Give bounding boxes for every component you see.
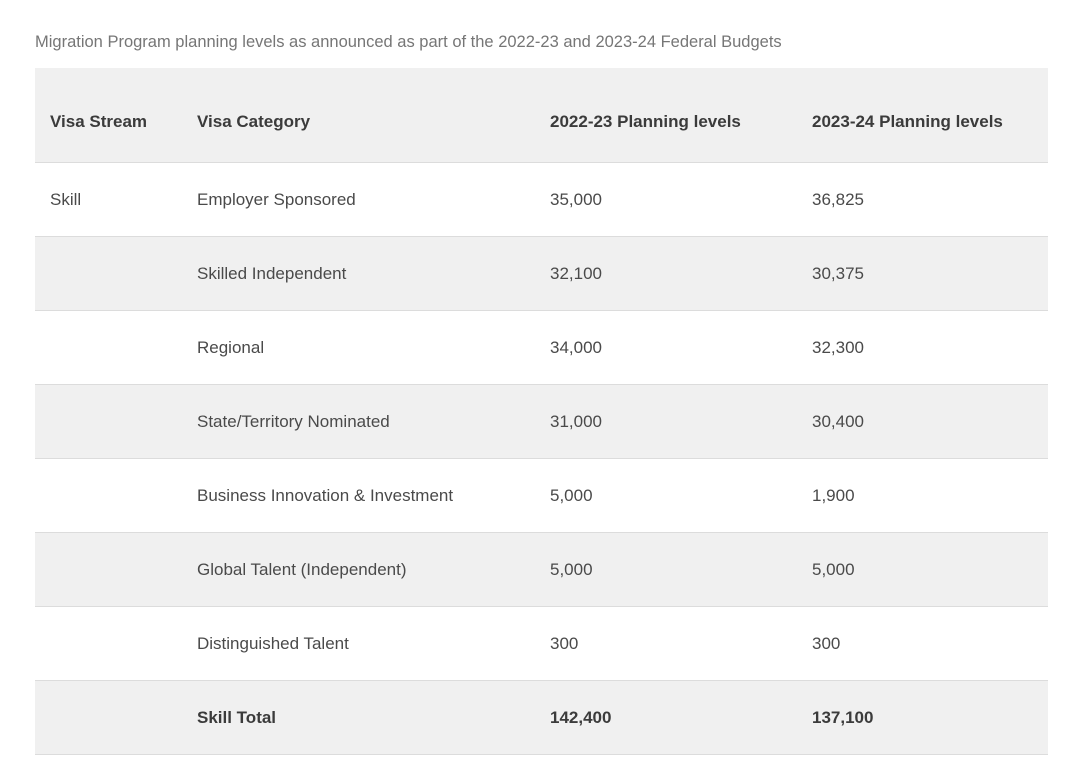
- header-visa-category: Visa Category: [182, 68, 535, 163]
- cell-visa-category: Business Innovation & Investment: [182, 458, 535, 533]
- cell-2022-23-value: 35,000: [535, 162, 797, 237]
- table-row: Skill Employer Sponsored 35,000 36,825: [35, 162, 1048, 237]
- cell-visa-stream: Skill: [35, 162, 182, 237]
- cell-2023-24-value: 1,900: [797, 458, 1048, 533]
- cell-2022-23-value: 5,000: [535, 532, 797, 607]
- header-2023-24-planning-levels: 2023-24 Planning levels: [797, 68, 1048, 163]
- cell-visa-stream: [35, 236, 182, 311]
- cell-2022-23-value: 142,400: [535, 680, 797, 755]
- cell-2023-24-value: 32,300: [797, 310, 1048, 385]
- table-header-row: Visa Stream Visa Category 2022-23 Planni…: [35, 68, 1048, 163]
- cell-visa-stream: [35, 458, 182, 533]
- table-caption: Migration Program planning levels as ann…: [35, 33, 782, 51]
- cell-2022-23-value: 5,000: [535, 458, 797, 533]
- cell-2022-23-value: 34,000: [535, 310, 797, 385]
- cell-visa-stream: [35, 606, 182, 681]
- cell-2023-24-value: 30,375: [797, 236, 1048, 311]
- table-row: Skilled Independent 32,100 30,375: [35, 236, 1048, 311]
- cell-2022-23-value: 300: [535, 606, 797, 681]
- cell-visa-stream: [35, 680, 182, 755]
- cell-visa-category: Regional: [182, 310, 535, 385]
- cell-2023-24-value: 5,000: [797, 532, 1048, 607]
- cell-2023-24-value: 300: [797, 606, 1048, 681]
- cell-visa-stream: [35, 384, 182, 459]
- cell-visa-category: Distinguished Talent: [182, 606, 535, 681]
- header-visa-stream: Visa Stream: [35, 68, 182, 163]
- cell-2022-23-value: 31,000: [535, 384, 797, 459]
- cell-visa-category: Skilled Independent: [182, 236, 535, 311]
- cell-visa-category: Employer Sponsored: [182, 162, 535, 237]
- planning-levels-table: Visa Stream Visa Category 2022-23 Planni…: [35, 68, 1048, 755]
- cell-visa-category: Global Talent (Independent): [182, 532, 535, 607]
- table-row: Distinguished Talent 300 300: [35, 606, 1048, 681]
- table-row: Business Innovation & Investment 5,000 1…: [35, 458, 1048, 533]
- cell-visa-stream: [35, 532, 182, 607]
- cell-2023-24-value: 36,825: [797, 162, 1048, 237]
- table-row-skill-total: Skill Total 142,400 137,100: [35, 680, 1048, 755]
- header-2022-23-planning-levels: 2022-23 Planning levels: [535, 68, 797, 163]
- table-row: Global Talent (Independent) 5,000 5,000: [35, 532, 1048, 607]
- table-row: Regional 34,000 32,300: [35, 310, 1048, 385]
- cell-2023-24-value: 137,100: [797, 680, 1048, 755]
- cell-2023-24-value: 30,400: [797, 384, 1048, 459]
- cell-visa-stream: [35, 310, 182, 385]
- cell-2022-23-value: 32,100: [535, 236, 797, 311]
- table-row: State/Territory Nominated 31,000 30,400: [35, 384, 1048, 459]
- cell-visa-category: State/Territory Nominated: [182, 384, 535, 459]
- cell-visa-category: Skill Total: [182, 680, 535, 755]
